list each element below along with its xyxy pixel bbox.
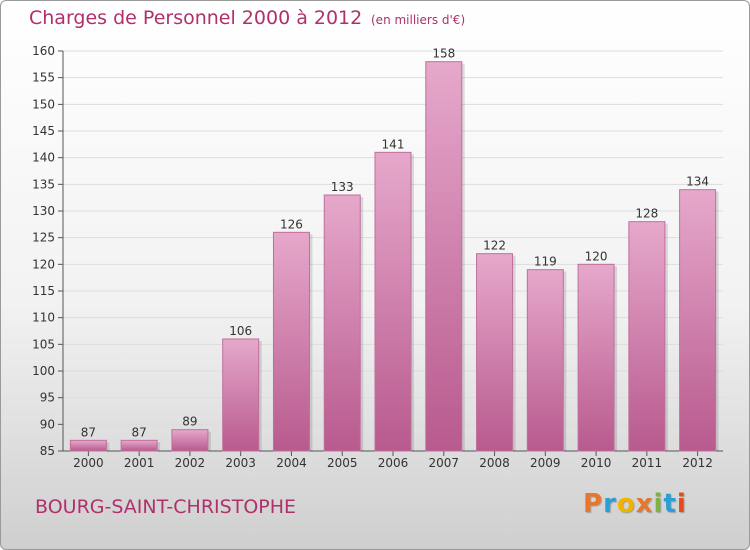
bar xyxy=(120,439,158,452)
y-tick-label: 85 xyxy=(40,444,55,458)
x-tick-label: 2007 xyxy=(428,456,459,470)
proxiti-logo[interactable]: Proxiti xyxy=(583,489,687,519)
x-tick-label: 2001 xyxy=(124,456,155,470)
bar xyxy=(679,189,717,452)
bar-value-label: 133 xyxy=(331,180,354,194)
y-tick-label: 125 xyxy=(32,231,55,245)
x-tick-label: 2011 xyxy=(632,456,663,470)
bar-value-label: 158 xyxy=(432,47,455,61)
bar xyxy=(628,221,666,452)
bar xyxy=(222,338,260,452)
x-tick-label: 2000 xyxy=(73,456,104,470)
x-tick-label: 2010 xyxy=(581,456,612,470)
chart-title: Charges de Personnel 2000 à 2012 xyxy=(29,7,363,29)
y-tick-label: 95 xyxy=(40,391,55,405)
bar-value-label: 87 xyxy=(132,425,147,439)
bar xyxy=(374,151,412,452)
x-tick-label: 2004 xyxy=(276,456,307,470)
y-tick-label: 155 xyxy=(32,71,55,85)
bar xyxy=(425,61,463,452)
labels: 85 90 95 100 105 110 115 120 125 130 135 140 145 150 1… xyxy=(32,44,713,470)
bar xyxy=(476,253,514,452)
x-tick-label: 2003 xyxy=(225,456,256,470)
x-tick-label: 2008 xyxy=(479,456,510,470)
bar-value-label: 122 xyxy=(483,239,506,253)
logo-letter: t xyxy=(663,489,677,519)
y-tick-label: 110 xyxy=(32,311,55,325)
x-tick-label: 2002 xyxy=(175,456,206,470)
bar-value-label: 126 xyxy=(280,217,303,231)
y-tick-label: 160 xyxy=(32,44,55,58)
bars xyxy=(69,61,719,452)
logo-letter: x xyxy=(635,489,654,519)
y-tick-label: 105 xyxy=(32,337,55,351)
logo-letter: i xyxy=(676,489,687,519)
bar-value-label: 134 xyxy=(686,175,709,189)
y-tick-label: 130 xyxy=(32,204,55,218)
bar-value-label: 128 xyxy=(635,207,658,221)
x-tick-label: 2005 xyxy=(327,456,358,470)
logo-letter: i xyxy=(653,489,664,519)
y-tick-label: 90 xyxy=(40,417,55,431)
bar-value-label: 87 xyxy=(81,425,96,439)
x-tick-label: 2012 xyxy=(682,456,713,470)
bar xyxy=(69,439,107,452)
chart-subtitle: (en milliers d'€) xyxy=(371,13,466,27)
logo-letter: P xyxy=(583,489,604,519)
y-tick-label: 100 xyxy=(32,364,55,378)
x-tick-label: 2009 xyxy=(530,456,561,470)
commune-name: BOURG-SAINT-CHRISTOPHE xyxy=(35,496,297,518)
bar-value-label: 119 xyxy=(534,255,557,269)
logo-letter: r xyxy=(603,489,617,519)
y-tick-label: 135 xyxy=(32,177,55,191)
x-tick-label: 2006 xyxy=(378,456,409,470)
y-tick-label: 115 xyxy=(32,284,55,298)
bar xyxy=(577,263,615,452)
bar-value-label: 89 xyxy=(182,415,197,429)
logo-letter: o xyxy=(616,489,636,519)
bar xyxy=(526,269,564,452)
y-tick-label: 150 xyxy=(32,97,55,111)
y-tick-label: 120 xyxy=(32,257,55,271)
y-tick-label: 140 xyxy=(32,151,55,165)
bar xyxy=(171,429,209,452)
y-tick-label: 145 xyxy=(32,124,55,138)
bar-value-label: 106 xyxy=(229,324,252,338)
bar-value-label: 141 xyxy=(382,137,405,151)
bar-value-label: 120 xyxy=(585,249,608,263)
bar xyxy=(323,194,361,452)
bar xyxy=(272,231,310,452)
